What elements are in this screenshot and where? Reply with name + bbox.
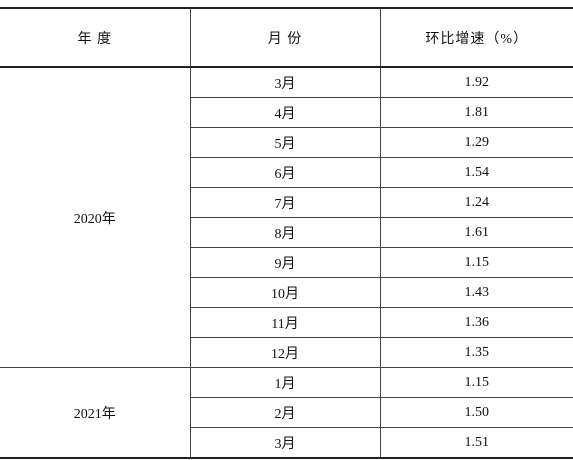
month-cell: 8月: [189, 217, 380, 248]
table-row: 8月 1.61: [0, 217, 573, 248]
value-cell: 1.36: [379, 307, 573, 338]
table-row: 12月 1.35: [0, 337, 573, 368]
table-row: 3月 1.51: [0, 427, 573, 459]
value-cell: 1.15: [379, 247, 573, 278]
value-cell: 1.29: [379, 127, 573, 158]
month-cell: 1月: [189, 367, 380, 398]
value-cell: 1.81: [379, 97, 573, 128]
value-cell: 1.51: [379, 427, 573, 459]
table-row: 2021年 1月 1.15: [0, 367, 573, 459]
month-cell: 3月: [189, 427, 380, 459]
table-row: 9月 1.15: [0, 247, 573, 278]
value-cell: 1.61: [379, 217, 573, 248]
month-cell: 6月: [189, 157, 380, 188]
value-cell: 1.15: [379, 367, 573, 398]
table-row: 7月 1.24: [0, 187, 573, 218]
month-cell: 5月: [189, 127, 380, 158]
value-cell: 1.92: [379, 67, 573, 98]
header-cell: 年 度: [0, 7, 190, 68]
year-cell: 2020年: [0, 67, 190, 368]
header-cell: 环比增速（%）: [379, 7, 573, 68]
table-row: 6月 1.54: [0, 157, 573, 188]
month-cell: 9月: [189, 247, 380, 278]
table-header: 年 度 月 份 环比增速（%）: [0, 7, 573, 68]
table-row: 11月 1.36: [0, 307, 573, 338]
month-cell: 12月: [189, 337, 380, 368]
month-cell: 4月: [189, 97, 380, 128]
table-row: 4月 1.81: [0, 97, 573, 128]
month-cell: 10月: [189, 277, 380, 308]
header-cell: 月 份: [189, 7, 380, 68]
value-cell: 1.54: [379, 157, 573, 188]
value-cell: 1.35: [379, 337, 573, 368]
value-cell: 1.43: [379, 277, 573, 308]
header-row: 年 度 月 份 环比增速（%）: [0, 7, 573, 68]
table-row: 5月 1.29: [0, 127, 573, 158]
value-cell: 1.24: [379, 187, 573, 218]
year-cell: 2021年: [0, 367, 190, 459]
table-row: 2020年 3月 1.92: [0, 67, 573, 368]
data-table: 年 度 月 份 环比增速（%） 2020年 3月 1.92 4月 1.81 5月 1.29 6…: [0, 7, 573, 459]
table-row: 2月 1.50: [0, 397, 573, 428]
value-cell: 1.50: [379, 397, 573, 428]
month-cell: 2月: [189, 397, 380, 428]
month-cell: 3月: [189, 67, 380, 98]
month-cell: 11月: [189, 307, 380, 338]
table-body: 2020年 3月 1.92 4月 1.81 5月 1.29 6月 1.54 7月 1.24 8月 1.6…: [0, 67, 573, 459]
table-row: 10月 1.43: [0, 277, 573, 308]
month-cell: 7月: [189, 187, 380, 218]
